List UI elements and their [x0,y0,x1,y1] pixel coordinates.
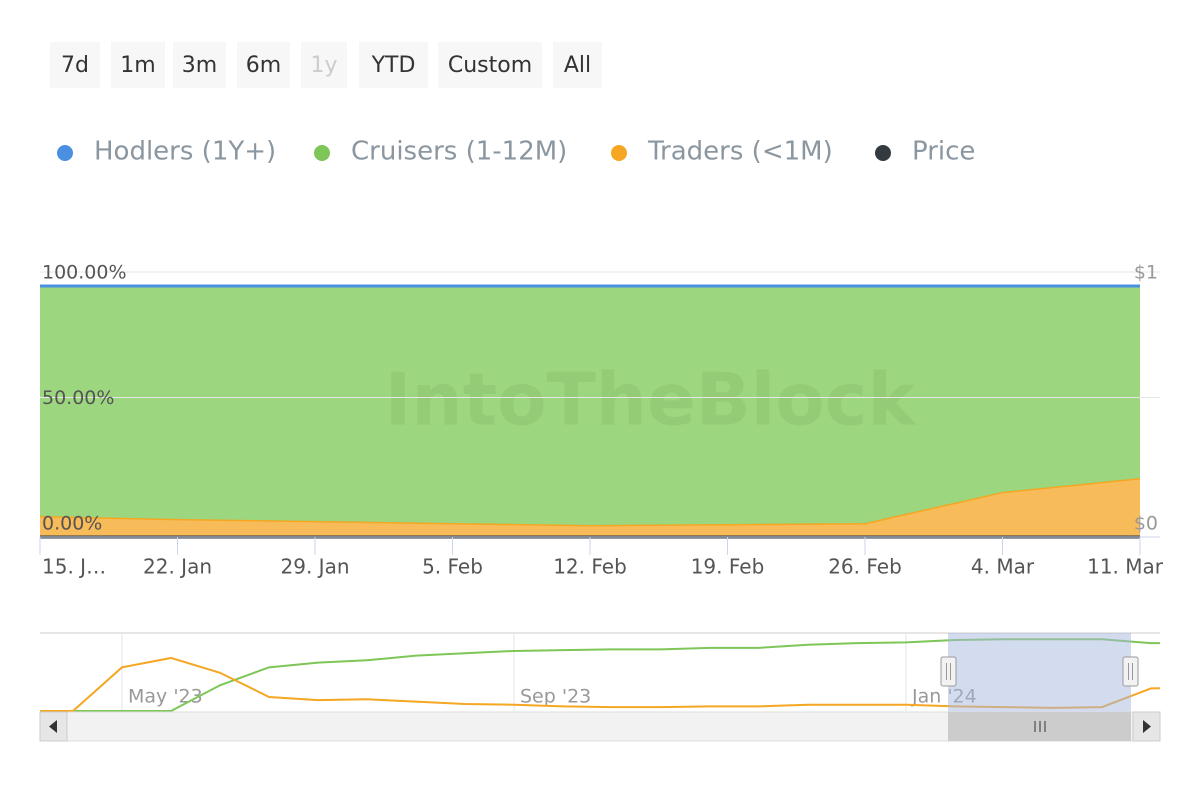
range-button[interactable] [553,42,602,88]
x-tick-label: 22. Jan [143,555,212,579]
y-tick-label: 100.00% [42,262,127,284]
x-tick-label: 11. Mar [1087,555,1164,579]
legend-marker[interactable] [57,145,73,161]
y-tick-label: 0.00% [42,513,102,535]
arrow [1143,720,1151,733]
navigator-handle[interactable] [1122,656,1139,687]
range-button[interactable] [50,42,100,88]
navigator-selection [948,633,1131,712]
x-tick-label: 19. Feb [691,555,765,579]
navigator-handle[interactable] [940,656,957,687]
area [40,286,1140,525]
range-button-label: All [564,53,591,78]
legend-marker[interactable] [875,145,891,161]
range-button-label: 1m [120,53,155,78]
arrow [49,720,57,733]
range-button-label: YTD [371,53,416,78]
thumb-grip [1034,721,1046,732]
range-button[interactable] [173,42,226,88]
range-button[interactable] [237,42,290,88]
x-tick-label: 15. J… [42,555,106,579]
legend-label[interactable]: Cruisers (1-12M) [351,137,567,167]
legend-label[interactable]: Hodlers (1Y+) [94,137,276,167]
legend-marker[interactable] [314,145,330,161]
y2-tick-label: $1 [1134,262,1158,284]
range-button[interactable] [111,42,165,88]
navigator-label: May '23 [128,686,203,708]
x-tick-label: 4. Mar [971,555,1035,579]
navigator-label: Sep '23 [520,686,591,708]
range-button[interactable] [359,42,428,88]
range-button-label: 3m [182,53,217,78]
legend-label[interactable]: Price [912,137,975,167]
watermark: IntoTheBlock [385,358,918,442]
range-button-label: 6m [246,53,281,78]
x-tick-label: 12. Feb [553,555,627,579]
legend-label[interactable]: Traders (<1M) [647,137,833,167]
x-tick-label: 29. Jan [281,555,350,579]
range-button[interactable] [438,42,542,88]
range-button [301,42,347,88]
x-tick-label: 26. Feb [828,555,902,579]
y-tick-label: 50.00% [42,387,114,409]
range-button-label: Custom [448,53,532,78]
range-button-label: 1y [310,53,337,78]
legend-marker[interactable] [611,145,627,161]
x-tick-label: 5. Feb [422,555,483,579]
y2-tick-label: $0 [1134,513,1158,535]
range-button-label: 7d [61,53,89,78]
